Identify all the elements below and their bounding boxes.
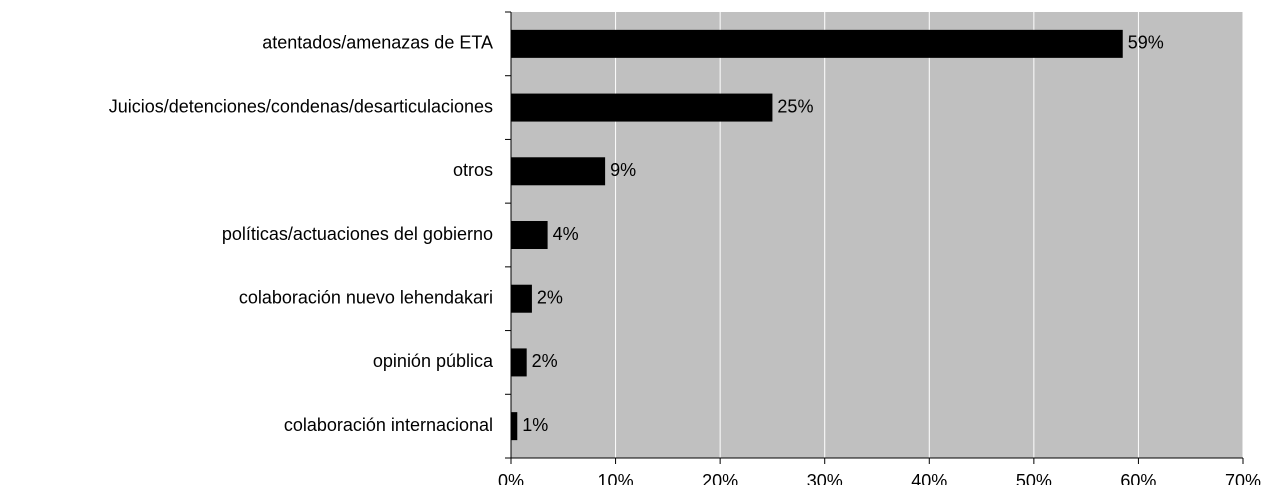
y-tick-label: políticas/actuaciones del gobierno <box>222 224 493 244</box>
value-label: 4% <box>553 224 579 244</box>
value-label: 25% <box>777 96 813 116</box>
bar <box>511 157 606 186</box>
value-label: 59% <box>1128 33 1164 53</box>
x-tick-label: 20% <box>702 471 738 485</box>
x-tick-label: 30% <box>807 471 843 485</box>
y-tick-label: colaboración internacional <box>284 415 493 435</box>
bar <box>511 284 532 313</box>
y-tick-label: opinión pública <box>373 351 494 371</box>
y-tick-label: colaboración nuevo lehendakari <box>239 287 493 307</box>
value-label: 2% <box>532 351 558 371</box>
bar <box>511 29 1123 58</box>
value-label: 1% <box>522 415 548 435</box>
x-tick-label: 0% <box>498 471 524 485</box>
x-tick-label: 40% <box>911 471 947 485</box>
bar <box>511 348 527 377</box>
x-tick-label: 60% <box>1120 471 1156 485</box>
x-tick-label: 10% <box>598 471 634 485</box>
y-tick-label: Juicios/detenciones/condenas/desarticula… <box>109 96 493 116</box>
y-tick-label: atentados/amenazas de ETA <box>262 33 493 53</box>
value-label: 9% <box>610 160 636 180</box>
bar <box>511 221 548 249</box>
bar <box>511 93 773 122</box>
plot-area <box>511 12 1243 458</box>
y-tick-label: otros <box>453 160 493 180</box>
x-tick-label: 70% <box>1225 471 1261 485</box>
bar <box>511 412 518 441</box>
value-label: 2% <box>537 287 563 307</box>
x-tick-label: 50% <box>1016 471 1052 485</box>
